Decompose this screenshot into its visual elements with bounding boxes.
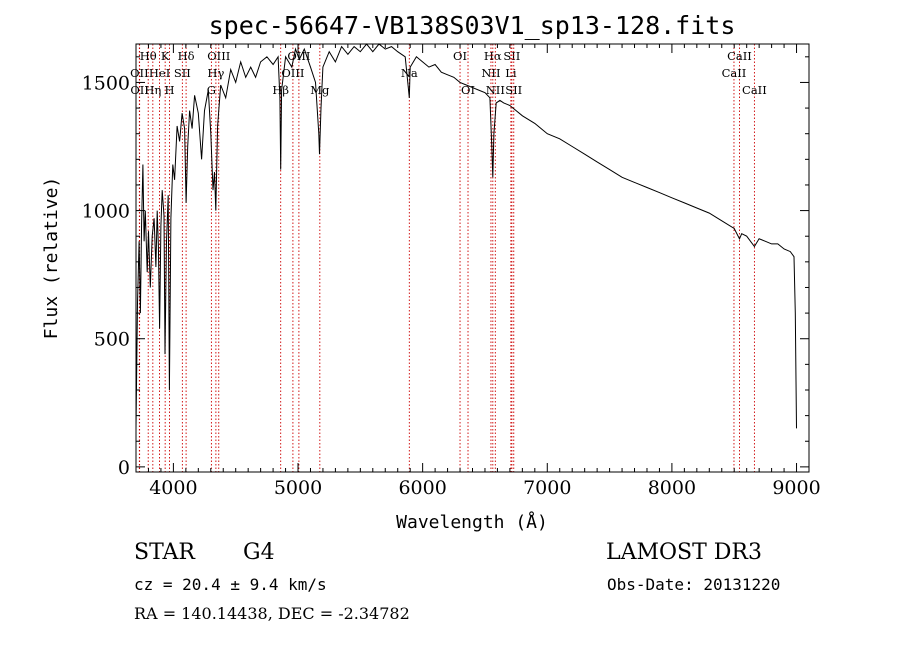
x-tick-label: 6000 — [398, 477, 446, 499]
redshift-text: cz = 20.4 ± 9.4 km/s — [134, 575, 327, 594]
spectral-line-label: H — [165, 83, 175, 97]
object-subclass: G4 — [243, 540, 275, 565]
x-tick-label: 9000 — [772, 477, 820, 499]
x-tick-label: 8000 — [648, 477, 696, 499]
spectral-line-label: Hη — [144, 83, 161, 97]
x-tick-label: 4000 — [149, 477, 197, 499]
spectral-line-label: NII — [481, 66, 500, 80]
y-tick-label: 0 — [118, 457, 130, 479]
spectral-line-label: SII — [174, 66, 191, 80]
spectral-line-label: NII — [486, 83, 505, 97]
survey-name: LAMOST DR3 — [606, 540, 762, 565]
y-tick-label: 1500 — [82, 72, 130, 94]
spectral-line-label: SII — [503, 49, 520, 63]
y-axis-label: Flux (relative) — [41, 177, 62, 340]
spectral-line-label: Hγ — [207, 66, 224, 80]
x-tick-label: 7000 — [523, 477, 571, 499]
spectral-line-label: CaII — [722, 66, 747, 80]
chart-title: spec-56647-VB138S03V1_sp13-128.fits — [209, 11, 736, 40]
spectral-line-label: OI — [461, 83, 475, 97]
spectral-line-label: Hθ — [140, 49, 157, 63]
x-axis-label: Wavelength (Å) — [396, 511, 548, 533]
spectral-line-label: Hδ — [178, 49, 195, 63]
spectrum-line — [135, 43, 797, 429]
spectral-line-label: OIII — [281, 66, 304, 80]
spectral-line-label: Hα — [484, 49, 502, 63]
obs-date: Obs-Date: 20131220 — [607, 575, 781, 594]
y-tick-label: 1000 — [82, 201, 130, 223]
spectral-line-label: OII — [130, 83, 149, 97]
spectral-line-label: Mg — [310, 83, 330, 97]
spectral-line-label: OIII — [207, 49, 230, 63]
spectral-line-label: HeI — [149, 66, 170, 80]
spectral-line-label: K — [161, 49, 170, 63]
plot-frame — [135, 43, 810, 473]
spectral-line-label: Hβ — [272, 83, 289, 97]
spectral-line-label: Na — [401, 66, 418, 80]
spectral-line-label: SII — [505, 83, 522, 97]
spectral-line-label: Li — [505, 66, 517, 80]
spectral-line-label: G — [207, 83, 216, 97]
x-axis: 4000 5000 6000 7000 8000 9000 — [135, 44, 821, 499]
spectral-line-label: CaII — [742, 83, 767, 97]
object-class: STAR — [134, 540, 195, 565]
x-tick-label: 5000 — [274, 477, 322, 499]
y-tick-label: 500 — [94, 329, 130, 351]
y-axis: 0 500 1000 1500 — [82, 56, 809, 479]
spectral-line-label: OI — [453, 49, 467, 63]
coordinates: RA = 140.14438, DEC = -2.34782 — [134, 604, 410, 623]
spectral-line-label: CaII — [727, 49, 752, 63]
